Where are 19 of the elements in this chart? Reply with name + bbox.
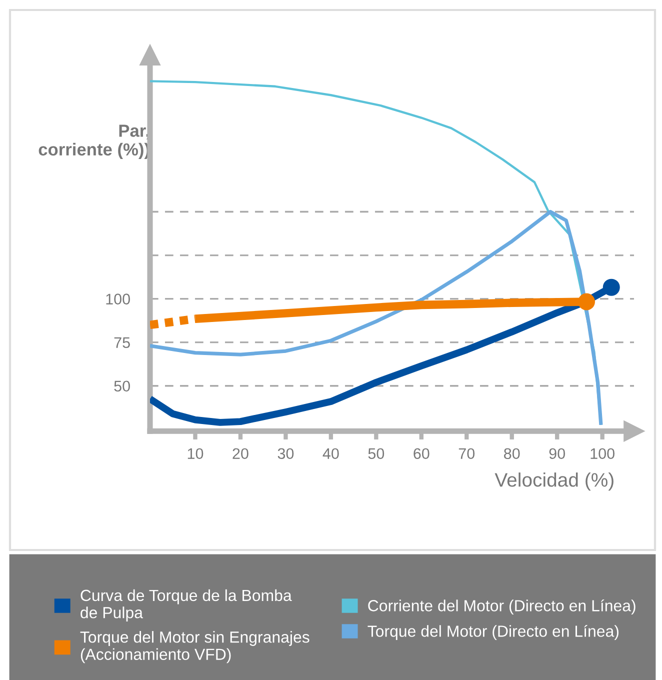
line-series xyxy=(150,210,603,427)
y-tick-label: 50 xyxy=(114,380,130,392)
x-tick-label: 20 xyxy=(232,448,248,460)
x-tick-label: 90 xyxy=(549,448,565,460)
y-tick-label: 75 xyxy=(114,337,130,348)
x-tick-label: 70 xyxy=(458,448,475,460)
x-tick-label: 30 xyxy=(278,448,294,460)
legend-label: Curva de Torque de la Bomba de Pulpa xyxy=(80,589,292,622)
legend-label: Torque del Motor sin Engranajes (Accionamiento VFD) xyxy=(80,631,310,664)
x-tick-label: 40 xyxy=(322,448,339,460)
y-tick-label: 100 xyxy=(106,294,130,304)
x-tick-label: 10 xyxy=(188,448,204,460)
x-axis-title: Velocidad (%) xyxy=(494,472,614,491)
legend-label: Torque del Motor (Directo en Línea) xyxy=(368,624,618,640)
x-tick-label: 50 xyxy=(368,448,384,460)
x-tick-label: 80 xyxy=(504,448,520,460)
x-tick-label: 100 xyxy=(590,448,614,460)
legend-label: Corriente del Motor (Directo en Línea) xyxy=(368,599,636,615)
x-tick-label: 60 xyxy=(414,448,430,460)
